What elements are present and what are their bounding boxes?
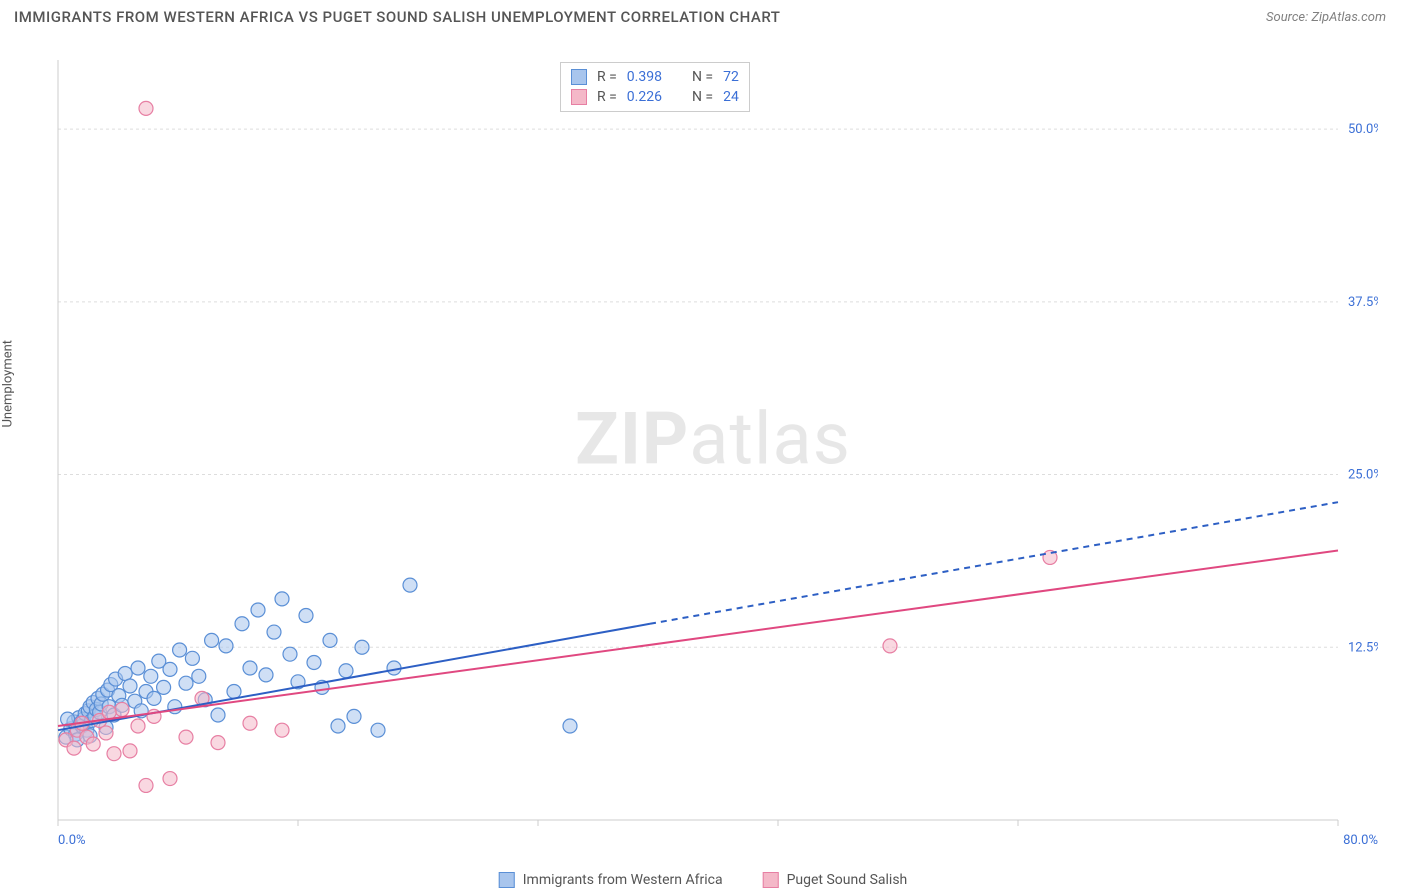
svg-text:12.5%: 12.5% xyxy=(1348,640,1378,655)
stats-row-series-1: R = 0.398 N = 72 xyxy=(571,67,739,87)
svg-text:0.0%: 0.0% xyxy=(58,833,86,848)
chart-area: ZIPatlas 12.5%25.0%37.5%50.0%0.0%80.0% xyxy=(48,60,1378,850)
n-label: N = xyxy=(692,89,713,105)
r-value-1: 0.398 xyxy=(627,69,662,85)
r-label: R = xyxy=(597,69,617,85)
legend-swatch-2 xyxy=(763,872,779,888)
n-label: N = xyxy=(692,69,713,85)
legend-label-2: Puget Sound Salish xyxy=(787,872,908,888)
source-link[interactable]: ZipAtlas.com xyxy=(1311,10,1386,25)
stats-legend-box: R = 0.398 N = 72 R = 0.226 N = 24 xyxy=(560,62,750,112)
svg-text:25.0%: 25.0% xyxy=(1348,468,1378,483)
r-label: R = xyxy=(597,89,617,105)
swatch-series-2 xyxy=(571,89,587,105)
stats-row-series-2: R = 0.226 N = 24 xyxy=(571,87,739,107)
bottom-legend: Immigrants from Western Africa Puget Sou… xyxy=(499,872,908,888)
y-axis-label: Unemployment xyxy=(1,340,16,428)
legend-swatch-1 xyxy=(499,872,515,888)
legend-label-1: Immigrants from Western Africa xyxy=(523,872,723,888)
legend-item-2: Puget Sound Salish xyxy=(763,872,908,888)
swatch-series-1 xyxy=(571,69,587,85)
r-value-2: 0.226 xyxy=(627,89,662,105)
legend-item-1: Immigrants from Western Africa xyxy=(499,872,723,888)
source-prefix: Source: xyxy=(1266,10,1311,25)
svg-text:80.0%: 80.0% xyxy=(1343,833,1378,848)
source-attribution: Source: ZipAtlas.com xyxy=(1266,10,1386,25)
n-value-2: 24 xyxy=(723,89,739,105)
svg-text:37.5%: 37.5% xyxy=(1348,295,1378,310)
chart-title: IMMIGRANTS FROM WESTERN AFRICA VS PUGET … xyxy=(14,8,780,26)
n-value-1: 72 xyxy=(723,69,739,85)
svg-text:50.0%: 50.0% xyxy=(1348,122,1378,137)
scatter-chart: 12.5% 25.0% 37.5% 50.0% 0.0% 80.0% xyxy=(48,60,1378,850)
title-bar: IMMIGRANTS FROM WESTERN AFRICA VS PUGET … xyxy=(0,0,1406,34)
